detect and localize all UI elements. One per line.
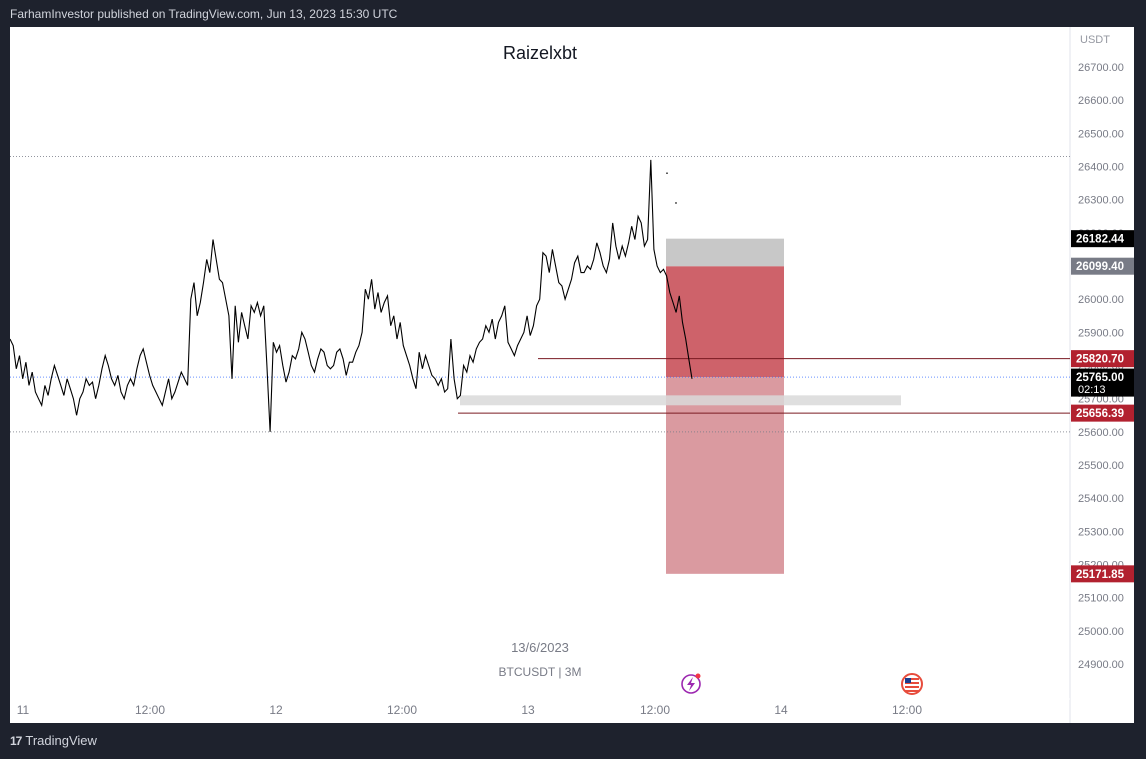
chart-panel[interactable]: Raizelxbt USDT 26700.00 26600.00 26500.00 2…	[10, 27, 1134, 723]
x-tick-label: 11	[17, 703, 30, 717]
loss-zone-lower	[666, 377, 784, 574]
price-label: 26182.44	[1076, 234, 1125, 246]
y-tick-label: 25500.00	[1078, 460, 1124, 472]
tradingview-logo-icon: 17	[10, 733, 22, 748]
price-line	[10, 159, 693, 432]
published-text: FarhamInvestor published on TradingView.…	[10, 7, 398, 21]
us-flag-icon[interactable]	[901, 673, 923, 695]
x-tick-label: 12:00	[387, 703, 417, 717]
x-tick-label: 12:00	[135, 703, 165, 717]
price-tick	[666, 172, 668, 174]
watermark-symbol: BTCUSDT | 3M	[498, 665, 582, 679]
chart-title: Raizelxbt	[502, 43, 578, 63]
support-band	[460, 395, 901, 406]
price-label: 26099.40	[1076, 261, 1124, 273]
y-tick-label: 26000.00	[1078, 294, 1124, 306]
y-tick-label: 26500.00	[1078, 128, 1124, 140]
x-tick-label: 13	[521, 703, 535, 717]
y-tick-label: 25300.00	[1078, 526, 1124, 538]
x-tick-label: 12:00	[640, 703, 670, 717]
y-tick-label: 26600.00	[1078, 95, 1124, 107]
price-label-bg	[1071, 404, 1134, 422]
y-tick-label: 25900.00	[1078, 327, 1124, 339]
price-label: 25765.00	[1076, 372, 1124, 384]
price-label-bg	[1071, 257, 1134, 275]
chart-svg[interactable]: 26700.00 26600.00 26500.00 26400.00 26300.00…	[10, 27, 1134, 723]
price-label: 25820.70	[1076, 354, 1124, 366]
y-tick-label: 25400.00	[1078, 493, 1124, 505]
price-label-bg	[1071, 350, 1134, 368]
axis-currency: USDT	[1080, 34, 1110, 46]
price-label: 25171.85	[1076, 569, 1125, 581]
footer: 17 TradingView	[10, 733, 97, 748]
price-tick	[675, 202, 677, 204]
price-label: 25656.39	[1076, 408, 1124, 420]
loss-zone-upper	[666, 266, 784, 378]
y-tick-label: 24900.00	[1078, 659, 1124, 671]
price-label-countdown: 02:13	[1078, 384, 1106, 396]
x-tick-label: 12	[269, 703, 283, 717]
y-tick-label: 25100.00	[1078, 593, 1124, 605]
watermark-date: 13/6/2023	[511, 640, 569, 655]
gray-zone	[666, 238, 784, 267]
y-tick-label: 26400.00	[1078, 162, 1124, 174]
y-tick-label: 26700.00	[1078, 62, 1124, 74]
price-label-bg	[1071, 368, 1134, 397]
price-label-bg	[1071, 565, 1134, 583]
y-tick-label: 26300.00	[1078, 195, 1124, 207]
y-tick-label: 25000.00	[1078, 626, 1124, 638]
x-tick-label: 14	[774, 703, 788, 717]
lightning-icon[interactable]	[681, 673, 701, 694]
x-tick-label: 12:00	[892, 703, 922, 717]
price-label-bg	[1071, 230, 1134, 248]
footer-brand[interactable]: TradingView	[25, 733, 97, 748]
y-tick-label: 25600.00	[1078, 427, 1124, 439]
y-tick-label: 25700.00	[1078, 394, 1124, 406]
